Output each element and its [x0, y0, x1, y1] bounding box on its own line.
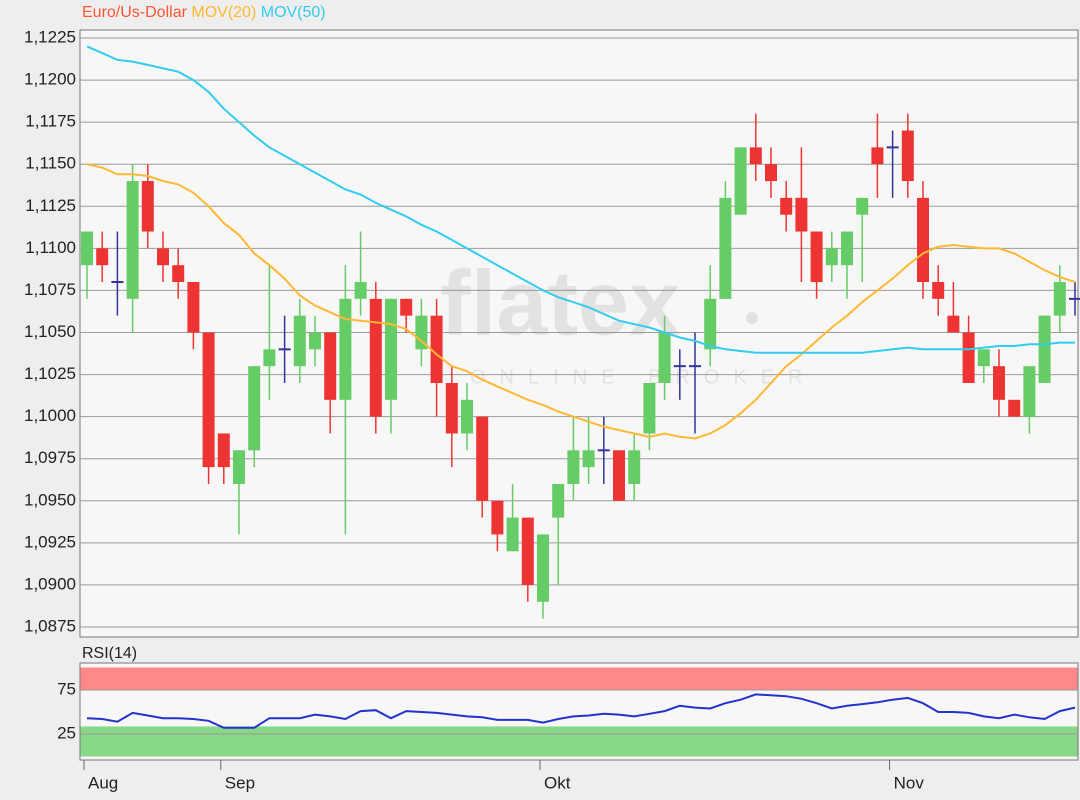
x-tick-label: Aug — [88, 773, 118, 792]
candle-body — [461, 399, 473, 434]
watermark-dot — [746, 312, 758, 324]
candle-body — [309, 332, 321, 350]
zone — [80, 667, 1078, 691]
legend-entry: RSI(14) — [82, 645, 137, 662]
y-tick-label: 1,1150 — [25, 154, 76, 173]
candle-body — [962, 332, 975, 383]
candle-body — [567, 450, 580, 484]
watermark: flatex ONLINE BROKER — [440, 252, 816, 388]
candle-body — [719, 197, 732, 299]
candle-body — [81, 231, 93, 266]
candle-body — [96, 248, 109, 266]
candle-body — [293, 315, 306, 367]
candle-body — [263, 349, 276, 367]
candle-body — [126, 181, 139, 299]
candle-body — [795, 197, 808, 232]
candle-body — [1038, 315, 1051, 383]
candle-body — [537, 534, 549, 602]
candle-body — [430, 315, 443, 383]
candle-body — [658, 332, 671, 383]
watermark-tagline: ONLINE BROKER — [470, 366, 816, 388]
candle-body — [354, 282, 367, 299]
candle-body — [582, 450, 595, 468]
candle-body — [491, 500, 504, 535]
candle-body — [521, 517, 534, 585]
candle-body — [1023, 366, 1036, 417]
candle-body — [765, 164, 777, 182]
candle-body — [1008, 399, 1021, 417]
candle-body — [476, 416, 489, 501]
line-series — [86, 163, 1076, 440]
x-tick-label: Nov — [894, 773, 925, 792]
legend-entry: MOV(50) — [261, 4, 326, 21]
x-tick-label: Sep — [225, 773, 255, 792]
candle-body — [977, 349, 990, 367]
candle-body — [1053, 282, 1066, 316]
candle-body — [217, 433, 230, 468]
y-tick-label: 1,0975 — [24, 448, 76, 467]
y-tick-label: 1,0925 — [24, 532, 76, 551]
candle-body — [233, 450, 245, 484]
candle-body — [324, 332, 337, 400]
legend-entry: Euro/Us-Dollar — [82, 4, 188, 21]
y-tick-label: 1,1100 — [25, 238, 76, 257]
candle-body — [613, 450, 625, 501]
candle-body — [385, 298, 397, 400]
y-tick-label: 1,0875 — [24, 616, 76, 635]
candle-body — [704, 298, 717, 350]
candle-body — [825, 248, 838, 266]
legend: Euro/Us-Dollar MOV(20) MOV(50) — [82, 4, 326, 21]
candle-body — [400, 298, 413, 316]
candle-body — [749, 147, 762, 165]
candle-body — [993, 366, 1005, 400]
candle-body — [248, 366, 261, 451]
y-tick-label: 1,1200 — [24, 70, 76, 89]
candle-body — [506, 517, 519, 552]
watermark-logo: flatex — [440, 252, 680, 354]
candle-body — [643, 382, 656, 434]
candle-body — [932, 282, 945, 299]
y-tick-label: 1,1025 — [24, 364, 76, 383]
y-tick-label: 1,1225 — [24, 27, 76, 46]
line-series — [86, 693, 1076, 729]
line-series — [86, 45, 1075, 354]
candle-body — [947, 315, 960, 333]
y-tick-label: 1,0900 — [24, 574, 76, 593]
candle-body — [445, 382, 458, 434]
candle-body — [841, 231, 853, 266]
y-tick-label: 1,1175 — [25, 112, 76, 131]
candle-body — [917, 197, 929, 283]
candle-body — [871, 147, 884, 165]
y-tick-label: 1,1075 — [24, 280, 76, 299]
candle-body — [157, 248, 169, 266]
y-tick-label: 1,1000 — [24, 406, 76, 425]
candle-body — [187, 282, 200, 333]
candle-body — [369, 298, 382, 417]
legend-entry: MOV(20) — [191, 4, 256, 21]
y-tick-label: 25 — [57, 723, 76, 742]
zone — [80, 726, 1078, 757]
candle-body — [628, 450, 641, 484]
y-tick-label: 1,0950 — [24, 490, 76, 509]
candle-body — [141, 181, 154, 232]
candle-body — [202, 332, 215, 468]
y-tick-label: 1,1050 — [24, 322, 76, 341]
candle-body — [856, 197, 869, 215]
candle-body — [810, 231, 823, 283]
candle-body — [172, 265, 185, 283]
candle-body — [415, 315, 428, 350]
candle-body — [339, 298, 352, 400]
y-tick-label: 75 — [57, 679, 76, 698]
y-tick-label: 1,1125 — [25, 196, 76, 215]
candle-body — [780, 197, 793, 215]
candle-body — [901, 130, 914, 182]
x-tick-label: Okt — [544, 773, 571, 792]
candle-body — [734, 147, 747, 215]
candle-body — [552, 483, 565, 518]
